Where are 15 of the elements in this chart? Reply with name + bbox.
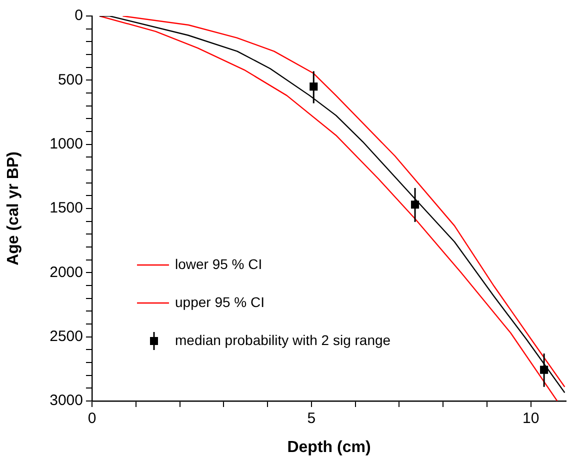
legend-label: lower 95 % CI [175, 256, 262, 272]
legend-label: median probability with 2 sig range [175, 332, 391, 348]
x-tick-label: 10 [522, 410, 540, 428]
x-axis-title: Depth (cm) [287, 438, 371, 456]
y-tick-label: 2500 [50, 328, 83, 345]
y-tick-label: 1000 [50, 135, 83, 152]
y-tick-label: 1500 [50, 200, 83, 217]
x-tick-label: 0 [88, 410, 96, 428]
x-tick-label: 5 [307, 410, 316, 428]
y-tick-label: 0 [74, 7, 83, 24]
y-tick-label: 2000 [50, 264, 83, 281]
y-axis-title: Age (cal yr BP) [5, 152, 22, 266]
y-tick-label: 500 [58, 71, 83, 88]
legend-label: upper 95 % CI [175, 294, 264, 310]
y-tick-label: 3000 [50, 392, 83, 410]
